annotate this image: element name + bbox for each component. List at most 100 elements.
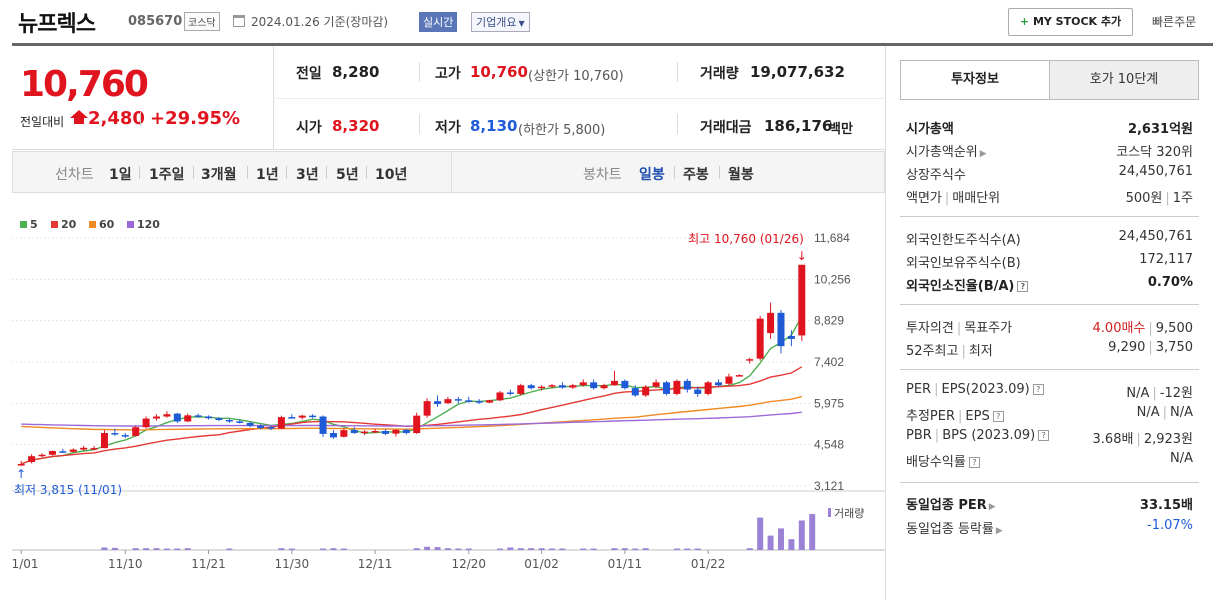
legend-label: 60: [99, 218, 115, 231]
candle-body: [579, 382, 587, 386]
candle-body: [694, 389, 702, 394]
volume-bar: [465, 548, 472, 550]
volume-legend-label: 거래량: [834, 507, 864, 520]
candle-body: [569, 385, 577, 388]
period-3m[interactable]: 3개월: [201, 167, 237, 183]
info-key: PBR | BPS (2023.09)?: [906, 428, 1050, 443]
period-1w[interactable]: 1주일: [149, 167, 185, 183]
volume-value: 19,077,632: [750, 63, 845, 81]
pipe-separator: |: [944, 191, 950, 206]
info-key-text: 매매단위: [952, 191, 1001, 206]
candle-daily[interactable]: 일봉: [639, 167, 665, 183]
candle-body: [153, 416, 161, 419]
legend-swatch: [127, 221, 134, 228]
quote-col-divider: [677, 114, 678, 134]
stock-name: 뉴프렉스: [18, 12, 96, 37]
my-stock-add-button[interactable]: + MY STOCK 추가: [1008, 8, 1133, 36]
low-annotation: 최저 3,815 (11/01): [14, 483, 122, 497]
quick-order-button[interactable]: 빠른주문: [1152, 15, 1197, 29]
help-icon[interactable]: ?: [1032, 384, 1044, 395]
info-value-text: 2,923원: [1143, 432, 1193, 447]
candle-body: [205, 416, 213, 419]
tab-order-book[interactable]: 호가 10단계: [1049, 60, 1199, 100]
info-value: 24,450,761: [1118, 164, 1193, 179]
candle-body: [704, 382, 712, 394]
volume-bar: [767, 535, 774, 550]
info-value: 3.68배 | 2,923원: [1093, 428, 1193, 447]
info-value: 4.00매수 | 9,500: [1093, 317, 1193, 336]
help-icon[interactable]: ?: [1038, 430, 1050, 441]
help-icon[interactable]: ?: [1017, 281, 1029, 292]
candle-weekly[interactable]: 주봉: [683, 167, 709, 183]
candle-body: [288, 417, 296, 419]
help-icon[interactable]: ?: [992, 411, 1004, 422]
info-row-cap-rank[interactable]: 시가총액순위 ▶ 코스닥 320위: [906, 139, 1193, 161]
info-key: 배당수익률?: [906, 451, 980, 470]
volume-bar: [413, 548, 420, 550]
info-value-text: 9,290: [1108, 340, 1146, 355]
info-row-pbr: PBR | BPS (2023.09)? 3.68배 | 2,923원: [906, 426, 1193, 448]
period-1y[interactable]: 1년: [256, 167, 279, 183]
volume-bar: [788, 539, 795, 550]
pipe-separator: |: [1152, 386, 1157, 401]
candle-chart-label[interactable]: 봉차트: [583, 167, 622, 183]
candle-body: [100, 433, 108, 449]
candle-body: [236, 421, 244, 423]
pipe-separator: |: [1165, 191, 1170, 206]
y-tick-label: 4,548: [814, 438, 844, 452]
plus-icon: +: [1019, 15, 1030, 28]
company-overview-dropdown[interactable]: 기업개요 ▼: [471, 12, 530, 32]
tab-invest-info[interactable]: 투자정보: [900, 60, 1050, 100]
volume-bar: [517, 548, 524, 550]
period-5y[interactable]: 5년: [336, 167, 359, 183]
ma-line-120: [21, 411, 802, 427]
info-row-sector-per[interactable]: 동일업종 PER ▶ 33.15배: [906, 492, 1193, 514]
price-chart[interactable]: 11,684 10,256 8,829 7,402 5,975 4,548 3,121 5 20…: [4, 194, 885, 600]
open-value: 8,320: [332, 117, 380, 135]
line-chart-label[interactable]: 선차트: [55, 167, 94, 183]
volume-bar: [809, 514, 816, 550]
volume-bar: [330, 548, 337, 550]
candle-body: [600, 385, 608, 389]
info-value-text: 500원: [1125, 191, 1163, 206]
invest-info-panel: 투자정보 호가 10단계 시가총액 2,631억원 시가총액순위 ▶ 코스닥 32…: [885, 46, 1217, 600]
candle-body: [735, 375, 743, 377]
volume-bar: [434, 547, 441, 550]
volume-bar: [288, 548, 295, 550]
x-tick-label: 11/01: [12, 557, 39, 571]
prev-close-label: 전일: [296, 66, 322, 82]
volume-bar: [320, 548, 327, 550]
info-row-sector-change[interactable]: 동일업종 등락률 ▶ -1.07%: [906, 516, 1193, 538]
period-10y[interactable]: 10년: [375, 167, 408, 183]
info-key-text: BPS (2023.09): [942, 428, 1036, 443]
candle-body: [475, 401, 483, 403]
candle-monthly[interactable]: 월봉: [728, 167, 754, 183]
realtime-button[interactable]: 실시간: [419, 12, 458, 32]
volume-bar: [798, 520, 805, 550]
info-row-est-per: 추정PER | EPS? N/A | N/A: [906, 403, 1193, 425]
info-value: N/A | -12원: [1126, 382, 1193, 401]
price-change: 2,480: [88, 108, 145, 129]
candle-body: [319, 416, 327, 434]
period-1d[interactable]: 1일: [109, 167, 132, 183]
high-value: 10,760: [470, 63, 528, 81]
y-tick-label: 7,402: [814, 355, 844, 369]
period-3y[interactable]: 3년: [296, 167, 319, 183]
volume-bar: [424, 546, 431, 550]
info-row-foreign-hold: 외국인보유주식수(B) 172,117: [906, 250, 1193, 272]
candle-body: [434, 401, 442, 405]
target-price: 9,500: [1155, 321, 1193, 336]
volume-bar: [632, 548, 639, 550]
volume-bar: [549, 548, 556, 550]
candle-body: [496, 392, 504, 401]
info-row-foreign-limit: 외국인한도주식수(A) 24,450,761: [906, 227, 1193, 249]
help-icon[interactable]: ?: [968, 457, 980, 468]
volume-bar: [621, 548, 628, 550]
candle-body: [80, 447, 88, 450]
candle-body: [777, 312, 785, 347]
volume-bar: [163, 548, 170, 550]
candle-body: [402, 429, 410, 434]
opinion-value: 4.00매수: [1092, 321, 1146, 336]
candle-body: [444, 399, 452, 404]
quote-col-divider: [677, 62, 678, 82]
